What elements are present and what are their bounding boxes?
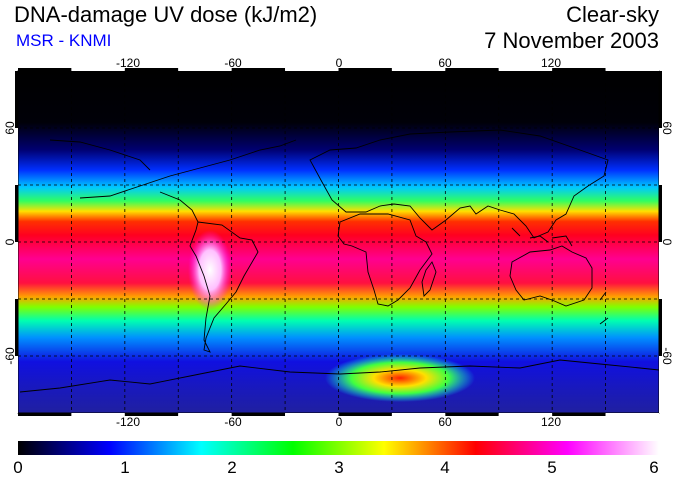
colorbar-gradient <box>18 441 659 455</box>
frame-bar <box>231 413 286 416</box>
frame-bar <box>552 413 606 416</box>
frame-bar <box>552 68 606 71</box>
frame-bar <box>231 68 286 71</box>
lon-tick-bottom: 0 <box>335 415 343 429</box>
lon-tick-bottom: -120 <box>115 415 141 429</box>
source-label: MSR - KNMI <box>16 31 112 50</box>
coastlines <box>19 129 659 393</box>
antarctic-hotspot <box>325 354 475 402</box>
frame-bar <box>285 68 339 71</box>
colorbar-label: 4 <box>440 458 450 477</box>
frame-bar <box>124 413 179 416</box>
lat-tick-left: -60 <box>3 347 17 365</box>
frame-bar <box>18 413 72 416</box>
frame-bar <box>338 413 392 416</box>
frame-bar <box>71 413 125 416</box>
frame-bar <box>659 185 662 242</box>
colorbar-label: 5 <box>547 458 557 477</box>
frame-bar <box>498 68 553 71</box>
lon-tick-top: 120 <box>540 56 562 70</box>
colorbar-label: 0 <box>13 458 23 477</box>
frame-bar <box>498 413 553 416</box>
frame-bar <box>659 128 662 185</box>
frame-bar <box>15 242 18 299</box>
andes-hotspot <box>188 230 232 310</box>
frame-bar <box>605 68 659 71</box>
frame-bar <box>391 68 446 71</box>
lat-tick-left: 60 <box>3 121 17 135</box>
colorbar-label: 6 <box>649 458 659 477</box>
lat-tick-right: -60 <box>660 347 674 365</box>
frame-bar <box>15 185 18 242</box>
lon-tick-top: -120 <box>115 56 141 70</box>
colorbar-label: 3 <box>334 458 344 477</box>
frame-bar <box>178 413 232 416</box>
frame-bar <box>15 299 18 356</box>
frame-bar <box>659 242 662 299</box>
frame-bar <box>605 413 659 416</box>
frame-bar <box>15 71 18 128</box>
lon-tick-bottom: 60 <box>438 415 452 429</box>
date-label: 7 November 2003 <box>484 28 659 53</box>
frame-bar <box>18 68 72 71</box>
frame-bar <box>659 71 662 128</box>
frame-bar <box>445 413 499 416</box>
lon-tick-top: 0 <box>335 56 343 70</box>
colorbar-label: 2 <box>227 458 237 477</box>
lat-tick-left: 0 <box>3 238 17 246</box>
sky-condition-label: Clear-sky <box>566 2 659 27</box>
frame-bar <box>285 413 339 416</box>
graticule <box>18 71 659 413</box>
lon-tick-bottom: 120 <box>540 415 562 429</box>
map-plot-area <box>15 68 662 416</box>
frame-bar <box>338 68 392 71</box>
frame-bar <box>178 68 232 71</box>
frame-bar <box>124 68 179 71</box>
lat-tick-right: 0 <box>660 238 674 246</box>
colorbar <box>18 441 659 455</box>
frame-tick-bars <box>15 68 662 416</box>
colorbar-label: 1 <box>120 458 130 477</box>
frame-bar <box>445 68 499 71</box>
lon-tick-top: -60 <box>224 56 242 70</box>
lon-tick-bottom: -60 <box>224 415 242 429</box>
frame-bar <box>659 356 662 413</box>
lat-tick-right: 60 <box>660 121 674 135</box>
frame-bar <box>15 128 18 185</box>
lon-tick-top: 60 <box>438 56 452 70</box>
frame-bar <box>659 299 662 356</box>
frame-bar <box>71 68 125 71</box>
map-title: DNA-damage UV dose (kJ/m2) <box>14 2 318 27</box>
frame-bar <box>391 413 446 416</box>
frame-bar <box>15 356 18 413</box>
